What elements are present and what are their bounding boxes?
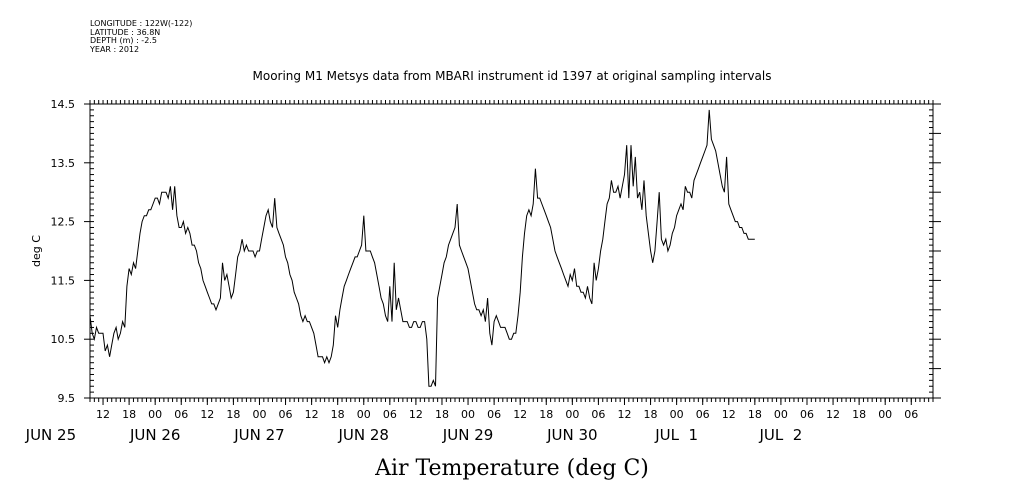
x-tick-label: 00 — [252, 408, 266, 421]
air-temperature-series-line — [89, 109, 755, 387]
chart-title: Mooring M1 Metsys data from MBARI instru… — [253, 69, 772, 83]
y-tick-label: 10.5 — [51, 333, 76, 346]
day-label: JUN 26 — [129, 426, 180, 444]
x-tick-label: 00 — [148, 408, 162, 421]
x-tick-label: 18 — [539, 408, 553, 421]
x-tick-label: 12 — [305, 408, 319, 421]
x-tick-label: 06 — [383, 408, 397, 421]
y-axis: 9.5 10.5 11.5 12.5 13.5 14.5 — [51, 98, 941, 405]
longitude-text: LONGITUDE : 122W(-122) — [90, 19, 193, 28]
x-tick-label: 00 — [878, 408, 892, 421]
x-axis: 12 18 00 06 12 18 00 06 12 18 00 06 12 18 00 06 12 18 00 06… — [96, 398, 918, 421]
x-tick-label: 12 — [96, 408, 110, 421]
x-tick-label: 18 — [122, 408, 136, 421]
x-tick-label: 00 — [670, 408, 684, 421]
x-tick-label: 12 — [200, 408, 214, 421]
x-axis-label: Air Temperature (deg C) — [374, 456, 649, 481]
x-tick-label: 12 — [409, 408, 423, 421]
x-tick-label: 06 — [279, 408, 293, 421]
plot-frame — [89, 103, 934, 399]
x-tick-label: 18 — [226, 408, 240, 421]
y-tick-label: 14.5 — [51, 98, 76, 111]
x-tick-label: 12 — [722, 408, 736, 421]
x-tick-label: 06 — [904, 408, 918, 421]
day-label: JUN 27 — [233, 426, 284, 444]
x-tick-label: 18 — [644, 408, 658, 421]
station-metadata: LONGITUDE : 122W(-122) LATITUDE : 36.8N … — [90, 19, 193, 54]
y-tick-label: 11.5 — [51, 274, 76, 287]
depth-text: DEPTH (m) : -2.5 — [90, 36, 157, 46]
x-tick-label: 06 — [487, 408, 501, 421]
day-label: JUN 29 — [442, 426, 493, 444]
y-axis-label: deg C — [30, 235, 43, 267]
y-tick-label: 12.5 — [51, 216, 76, 229]
x-tick-label: 06 — [174, 408, 188, 421]
day-label: JUL 1 — [654, 426, 698, 444]
x-tick-label: 18 — [748, 408, 762, 421]
x-tick-label: 06 — [696, 408, 710, 421]
minor-ticks — [89, 100, 934, 402]
x-tick-label: 12 — [617, 408, 631, 421]
x-tick-label: 00 — [461, 408, 475, 421]
x-tick-label: 18 — [852, 408, 866, 421]
x-tick-label: 18 — [435, 408, 449, 421]
x-tick-label: 06 — [800, 408, 814, 421]
y-tick-label: 13.5 — [51, 157, 76, 170]
year-text: YEAR : 2012 — [90, 44, 140, 54]
day-label: JUN 28 — [338, 426, 389, 444]
x-tick-label: 00 — [357, 408, 371, 421]
y-tick-label: 9.5 — [58, 392, 76, 405]
x-tick-label: 12 — [826, 408, 840, 421]
x-tick-label: 00 — [774, 408, 788, 421]
day-label: JUN 25 — [25, 426, 76, 444]
day-labels: JUN 25 JUN 26 JUN 27 JUN 28 JUN 29 JUN 30 JUL … — [25, 426, 803, 444]
x-tick-label: 18 — [331, 408, 345, 421]
latitude-text: LATITUDE : 36.8N — [90, 27, 161, 37]
day-label: JUN 30 — [546, 426, 597, 444]
x-tick-label: 00 — [565, 408, 579, 421]
x-tick-label: 06 — [591, 408, 605, 421]
x-tick-label: 12 — [513, 408, 527, 421]
day-label: JUL 2 — [758, 426, 802, 444]
